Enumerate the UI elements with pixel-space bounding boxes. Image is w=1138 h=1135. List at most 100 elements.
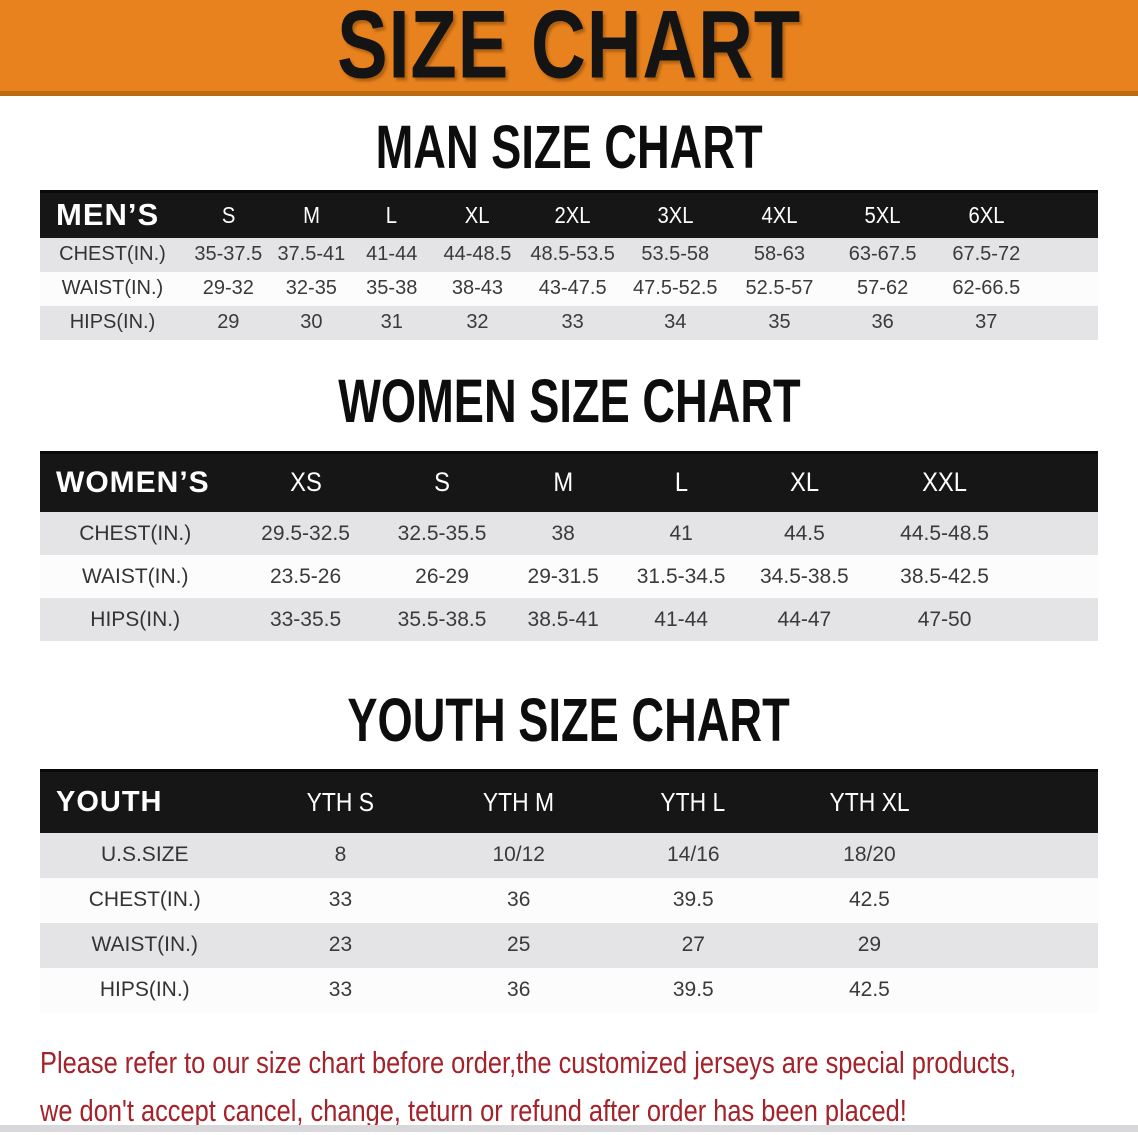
size-value-cell: 32 (432, 305, 523, 340)
filler-cell (1019, 555, 1098, 598)
size-column-header: YTH XL (780, 770, 959, 833)
youth-section-heading: YOUTH SIZE CHART (0, 686, 1138, 755)
size-value-cell: 32-35 (271, 271, 352, 306)
size-value-cell: 23 (249, 922, 432, 968)
order-disclaimer: Please refer to our size chart before or… (40, 1039, 1138, 1135)
men-size-table: MEN’S S M L XL 2XL 3XL 4XL 5XL 6XL CHEST(IN.) 35-37… (40, 190, 1098, 340)
size-value-cell: 33 (249, 877, 432, 923)
size-value-cell: 33 (249, 967, 432, 1013)
measurement-row: U.S.SIZE 8 10/12 14/16 18/20 (40, 832, 1098, 878)
filler-cell (958, 967, 1098, 1013)
size-value-cell: 57-62 (831, 271, 934, 306)
size-table-header-row: MEN’S S M L XL 2XL 3XL 4XL 5XL 6XL (40, 191, 1098, 238)
size-value-cell: 36 (431, 967, 606, 1013)
measurement-label: U.S.SIZE (40, 832, 250, 878)
measurement-row: HIPS(IN.) 29 30 31 32 33 34 35 36 37 (40, 305, 1098, 340)
size-value-cell: 30 (271, 305, 352, 340)
size-value-cell: 44.5 (739, 512, 870, 555)
measurement-row: CHEST(IN.) 29.5-32.5 32.5-35.5 38 41 44.5 44.5… (40, 512, 1098, 555)
size-value-cell: 31 (351, 305, 433, 340)
filler-cell (958, 832, 1098, 878)
size-column-header: S (184, 191, 272, 238)
size-column-header: YTH L (606, 770, 781, 833)
filler-cell (1019, 452, 1098, 512)
size-value-cell: 33 (522, 305, 623, 340)
measurement-label: CHEST(IN.) (40, 877, 250, 923)
size-value-cell: 52.5-57 (727, 271, 832, 306)
measurement-row: CHEST(IN.) 35-37.5 37.5-41 41-44 44-48.5 48.5… (40, 237, 1098, 272)
size-value-cell: 42.5 (780, 967, 959, 1013)
size-value-cell: 35 (727, 305, 832, 340)
measurement-label: HIPS(IN.) (40, 598, 231, 641)
measurement-label: WAIST(IN.) (40, 555, 231, 598)
size-value-cell: 33-35.5 (230, 598, 381, 641)
size-value-cell: 41-44 (622, 598, 740, 641)
filler-cell (1019, 512, 1098, 555)
size-value-cell: 29-31.5 (503, 555, 623, 598)
measurement-row: HIPS(IN.) 33-35.5 35.5-38.5 38.5-41 41-44 44-… (40, 598, 1098, 641)
size-value-cell: 67.5-72 (933, 237, 1039, 272)
women-section-heading-text: WOMEN SIZE CHART (337, 366, 801, 436)
filler-cell (1038, 191, 1098, 238)
size-column-header: 3XL (622, 191, 728, 238)
size-value-cell: 29 (780, 922, 959, 968)
measurement-label: WAIST(IN.) (40, 271, 185, 306)
size-column-header: 5XL (831, 191, 934, 238)
size-value-cell: 38.5-41 (503, 598, 623, 641)
youth-size-table: YOUTH YTH S YTH M YTH L YTH XL U.S.SIZE 8 10/12… (40, 769, 1098, 1013)
measurement-row: CHEST(IN.) 33 36 39.5 42.5 (40, 877, 1098, 923)
size-column-header: XL (739, 452, 870, 512)
size-column-header: S (380, 452, 504, 512)
size-value-cell: 14/16 (606, 832, 781, 878)
men-section-heading-text: MAN SIZE CHART (375, 113, 763, 182)
measurement-row: WAIST(IN.) 23.5-26 26-29 29-31.5 31.5-34.5 34… (40, 555, 1098, 598)
size-value-cell: 38 (503, 512, 623, 555)
size-column-header: XL (432, 191, 523, 238)
size-value-cell: 63-67.5 (831, 237, 934, 272)
filler-cell (1038, 271, 1098, 306)
size-value-cell: 44.5-48.5 (869, 512, 1020, 555)
measurement-label: CHEST(IN.) (40, 237, 185, 272)
size-value-cell: 35-38 (351, 271, 433, 306)
measurement-row: WAIST(IN.) 23 25 27 29 (40, 922, 1098, 968)
men-section-heading: MAN SIZE CHART (0, 113, 1138, 182)
measurement-row: HIPS(IN.) 33 36 39.5 42.5 (40, 967, 1098, 1013)
size-column-header: 6XL (933, 191, 1039, 238)
disclaimer-line-1: Please refer to our size chart before or… (40, 1044, 1017, 1080)
size-value-cell: 31.5-34.5 (622, 555, 740, 598)
size-column-header: L (351, 191, 433, 238)
banner-title: SIZE CHART (337, 0, 801, 100)
size-column-header: 2XL (522, 191, 623, 238)
size-value-cell: 34.5-38.5 (739, 555, 870, 598)
size-value-cell: 38.5-42.5 (869, 555, 1020, 598)
size-table-header-row: WOMEN’S XS S M L XL XXL (40, 452, 1098, 512)
filler-cell (1038, 305, 1098, 340)
size-column-header: XS (230, 452, 381, 512)
filler-cell (1019, 598, 1098, 641)
size-value-cell: 18/20 (780, 832, 959, 878)
women-section-heading: WOMEN SIZE CHART (0, 366, 1138, 436)
size-value-cell: 36 (831, 305, 934, 340)
youth-section-heading-text: YOUTH SIZE CHART (347, 686, 791, 755)
size-value-cell: 23.5-26 (230, 555, 381, 598)
size-value-cell: 43-47.5 (522, 271, 623, 306)
size-value-cell: 47.5-52.5 (622, 271, 728, 306)
size-value-cell: 8 (249, 832, 432, 878)
size-column-header: YTH S (249, 770, 432, 833)
table-group-label: MEN’S (40, 191, 185, 238)
measurement-label: CHEST(IN.) (40, 512, 231, 555)
measurement-row: WAIST(IN.) 29-32 32-35 35-38 38-43 43-47.5 47.… (40, 271, 1098, 306)
filler-cell (958, 877, 1098, 923)
size-value-cell: 48.5-53.5 (522, 237, 623, 272)
disclaimer-line-2: we don't accept cancel, change, teturn o… (40, 1092, 907, 1128)
size-value-cell: 53.5-58 (622, 237, 728, 272)
size-value-cell: 35.5-38.5 (380, 598, 504, 641)
size-column-header: XXL (869, 452, 1020, 512)
size-value-cell: 34 (622, 305, 728, 340)
size-value-cell: 42.5 (780, 877, 959, 923)
measurement-label: HIPS(IN.) (40, 967, 250, 1013)
measurement-label: HIPS(IN.) (40, 305, 185, 340)
size-value-cell: 32.5-35.5 (380, 512, 504, 555)
size-value-cell: 47-50 (869, 598, 1020, 641)
size-value-cell: 44-47 (739, 598, 870, 641)
